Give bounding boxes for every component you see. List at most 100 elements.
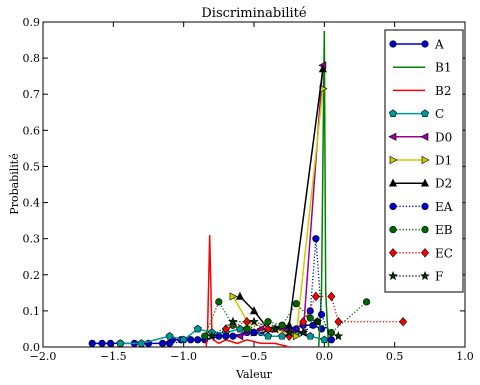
y-tick-label: 0.6 — [23, 124, 41, 137]
y-axis-label: Probabilité — [8, 153, 21, 214]
series-layer — [88, 30, 408, 348]
legend-marker — [421, 226, 429, 234]
series-ec — [221, 291, 408, 341]
legend-entry-d0: D0 — [388, 130, 452, 144]
data-point — [243, 325, 251, 333]
data-point — [250, 328, 258, 337]
legend-entry-f: F — [388, 270, 443, 284]
data-point — [98, 339, 106, 347]
legend-label: EB — [435, 223, 453, 237]
data-point — [228, 316, 238, 326]
y-tick-label: 0.1 — [23, 305, 41, 318]
x-tick-label: 0.0 — [316, 350, 334, 363]
data-point — [292, 332, 301, 341]
legend-entry-ec: EC — [389, 246, 453, 260]
data-point — [249, 316, 259, 326]
y-tick-label: 0.5 — [23, 160, 41, 173]
legend-marker — [421, 202, 429, 210]
data-point — [312, 235, 320, 243]
data-point — [215, 298, 223, 306]
series-b2 — [205, 235, 290, 348]
legend-label: D0 — [435, 130, 452, 144]
legend-label: B2 — [435, 84, 451, 98]
x-tick-label: 0.5 — [386, 350, 404, 363]
legend-marker — [389, 155, 398, 165]
data-point — [229, 292, 238, 301]
legend-marker — [421, 109, 429, 117]
x-tick-label: −0.5 — [241, 350, 268, 363]
data-point — [278, 321, 286, 329]
y-tick-label: 0.8 — [23, 52, 41, 65]
data-point — [318, 64, 328, 73]
legend-entry-ea: EA — [389, 200, 453, 214]
data-point — [334, 317, 343, 327]
legend-label: EC — [435, 246, 453, 260]
legend-marker — [389, 202, 397, 210]
legend-marker — [388, 270, 398, 281]
data-point — [270, 323, 280, 334]
data-point — [306, 331, 315, 340]
data-point — [242, 317, 251, 327]
data-point — [166, 339, 174, 347]
data-point — [201, 332, 209, 340]
legend-marker — [421, 40, 429, 48]
data-point — [193, 324, 202, 333]
legend-marker — [389, 40, 397, 48]
legend-label: A — [434, 38, 444, 52]
series-line — [205, 235, 290, 348]
x-tick-label: 1.0 — [456, 350, 474, 363]
legend-marker — [389, 109, 397, 117]
data-point — [306, 314, 314, 322]
y-tick-label: 0.7 — [23, 88, 41, 101]
x-tick-label: −2.0 — [30, 350, 57, 363]
data-point — [116, 339, 125, 347]
data-point — [194, 336, 202, 344]
x-axis: −2.0 −1.5 −1.0 −0.5 0.0 0.5 1.0 — [30, 22, 474, 363]
data-point — [320, 335, 329, 344]
legend-marker — [389, 226, 397, 234]
series-line — [317, 30, 330, 348]
legend-marker — [421, 248, 429, 258]
legend-entry-b2: B2 — [393, 84, 451, 98]
legend-label: F — [435, 270, 443, 284]
data-point — [312, 316, 323, 326]
series-f — [207, 316, 344, 341]
data-point — [317, 310, 326, 319]
data-point — [88, 339, 96, 347]
legend: A B1 B2 C D0 D1 D2 EA EB EC F — [384, 29, 464, 293]
legend-label: C — [435, 107, 444, 121]
legend-marker — [420, 178, 430, 187]
data-point — [327, 336, 335, 344]
data-point — [207, 331, 217, 341]
data-point — [249, 306, 259, 315]
data-point — [235, 291, 245, 300]
data-point — [311, 291, 320, 302]
legend-marker — [420, 270, 430, 281]
y-tick-label: 0.3 — [23, 233, 41, 246]
data-point — [187, 336, 195, 344]
x-tick-label: −1.0 — [170, 350, 197, 363]
data-point — [222, 332, 230, 340]
data-point — [158, 339, 167, 347]
legend-entry-eb: EB — [389, 223, 453, 237]
legend-marker — [388, 132, 397, 141]
legend-marker — [421, 155, 430, 165]
legend-entry-b1: B1 — [393, 61, 451, 75]
data-point — [264, 318, 272, 326]
legend-marker — [420, 132, 429, 141]
chart-title: Discriminabilité — [201, 6, 307, 21]
y-tick-label: 0.0 — [23, 341, 41, 354]
legend-label: EA — [435, 200, 453, 214]
data-point — [399, 317, 408, 327]
x-axis-label: Valeur — [235, 368, 273, 381]
legend-entry-d1: D1 — [389, 154, 452, 168]
data-point — [299, 317, 308, 327]
legend-entry-d2: D2 — [388, 177, 452, 191]
legend-label: D2 — [435, 177, 452, 191]
data-point — [327, 328, 335, 337]
y-tick-label: 0.2 — [23, 269, 41, 282]
data-point — [106, 339, 115, 347]
y-tick-label: 0.9 — [23, 16, 41, 29]
data-point — [137, 339, 146, 347]
